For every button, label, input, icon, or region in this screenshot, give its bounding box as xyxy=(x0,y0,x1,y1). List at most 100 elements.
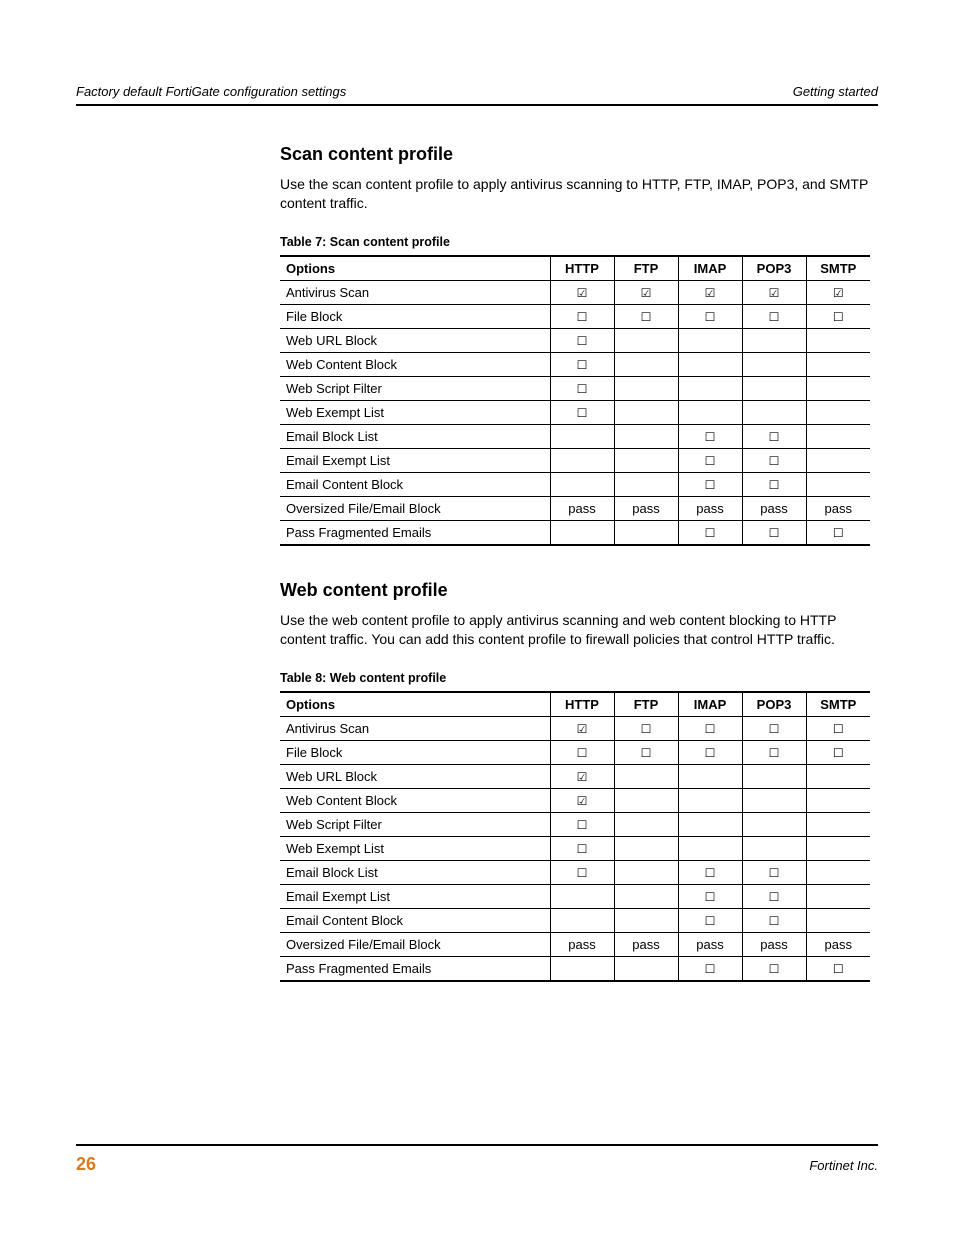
cell-value: ☐ xyxy=(806,716,870,740)
cell-value: ☐ xyxy=(742,472,806,496)
cell-value: ☐ xyxy=(550,860,614,884)
cell-option-label: Web Content Block xyxy=(280,788,550,812)
cell-value xyxy=(806,860,870,884)
cell-value xyxy=(550,956,614,981)
col-options: Options xyxy=(280,256,550,281)
section-title-web: Web content profile xyxy=(280,580,870,601)
cell-value xyxy=(742,788,806,812)
cell-value: ☐ xyxy=(678,956,742,981)
col-imap: IMAP xyxy=(678,692,742,717)
cell-option-label: Antivirus Scan xyxy=(280,280,550,304)
cell-value: pass xyxy=(678,932,742,956)
cell-option-label: Antivirus Scan xyxy=(280,716,550,740)
table-row: Oversized File/Email Blockpasspasspasspa… xyxy=(280,496,870,520)
cell-value xyxy=(614,520,678,545)
table-row: Web Content Block☑ xyxy=(280,788,870,812)
cell-option-label: Email Content Block xyxy=(280,908,550,932)
cell-value: ☐ xyxy=(806,520,870,545)
cell-value: ☐ xyxy=(742,520,806,545)
cell-value xyxy=(614,328,678,352)
cell-value xyxy=(742,812,806,836)
document-page: Factory default FortiGate configuration … xyxy=(0,0,954,1235)
cell-value: ☑ xyxy=(678,280,742,304)
cell-option-label: Pass Fragmented Emails xyxy=(280,956,550,981)
cell-option-label: Email Exempt List xyxy=(280,884,550,908)
cell-value xyxy=(678,764,742,788)
cell-value: ☐ xyxy=(678,472,742,496)
cell-value: ☐ xyxy=(550,304,614,328)
cell-value xyxy=(614,956,678,981)
section-body-web: Use the web content profile to apply ant… xyxy=(280,611,870,649)
cell-value xyxy=(678,400,742,424)
page-number: 26 xyxy=(76,1154,96,1175)
col-http: HTTP xyxy=(550,692,614,717)
cell-value: pass xyxy=(742,932,806,956)
table-row: Antivirus Scan☑☐☐☐☐ xyxy=(280,716,870,740)
table-header-row: Options HTTP FTP IMAP POP3 SMTP xyxy=(280,692,870,717)
cell-option-label: Email Content Block xyxy=(280,472,550,496)
cell-option-label: Web Exempt List xyxy=(280,400,550,424)
cell-value: pass xyxy=(678,496,742,520)
cell-value xyxy=(806,884,870,908)
cell-value xyxy=(806,448,870,472)
cell-option-label: Web Content Block xyxy=(280,352,550,376)
cell-value: ☐ xyxy=(614,304,678,328)
table-row: File Block☐☐☐☐☐ xyxy=(280,740,870,764)
cell-value: ☐ xyxy=(550,352,614,376)
section-body-scan: Use the scan content profile to apply an… xyxy=(280,175,870,213)
col-ftp: FTP xyxy=(614,692,678,717)
table-row: Email Exempt List☐☐ xyxy=(280,884,870,908)
cell-value xyxy=(614,812,678,836)
cell-value xyxy=(614,376,678,400)
cell-value xyxy=(550,472,614,496)
cell-value: ☐ xyxy=(742,304,806,328)
cell-option-label: Pass Fragmented Emails xyxy=(280,520,550,545)
col-ftp: FTP xyxy=(614,256,678,281)
table-web-profile: Options HTTP FTP IMAP POP3 SMTP Antiviru… xyxy=(280,691,870,982)
cell-value xyxy=(614,352,678,376)
cell-value xyxy=(806,812,870,836)
cell-value xyxy=(806,424,870,448)
cell-value xyxy=(806,908,870,932)
cell-value xyxy=(678,328,742,352)
cell-option-label: Web Script Filter xyxy=(280,812,550,836)
cell-value: ☑ xyxy=(550,764,614,788)
col-http: HTTP xyxy=(550,256,614,281)
cell-option-label: Oversized File/Email Block xyxy=(280,496,550,520)
cell-value: ☑ xyxy=(550,280,614,304)
cell-value xyxy=(678,836,742,860)
cell-value xyxy=(614,908,678,932)
cell-option-label: Email Block List xyxy=(280,860,550,884)
cell-value: ☐ xyxy=(742,424,806,448)
cell-value: ☐ xyxy=(550,812,614,836)
cell-value: ☐ xyxy=(742,740,806,764)
cell-value: ☐ xyxy=(742,884,806,908)
cell-value: ☐ xyxy=(742,860,806,884)
cell-value: ☑ xyxy=(806,280,870,304)
cell-value xyxy=(806,400,870,424)
col-pop3: POP3 xyxy=(742,692,806,717)
table-row: Email Content Block ☐☐ xyxy=(280,472,870,496)
cell-value xyxy=(550,908,614,932)
table-row: Web Exempt List☐ xyxy=(280,836,870,860)
cell-value: ☐ xyxy=(550,400,614,424)
cell-value xyxy=(614,836,678,860)
cell-value xyxy=(742,836,806,860)
cell-value: ☐ xyxy=(806,304,870,328)
cell-value: pass xyxy=(742,496,806,520)
page-header: Factory default FortiGate configuration … xyxy=(76,84,878,106)
table-row: Email Block List☐☐ xyxy=(280,424,870,448)
cell-value xyxy=(550,884,614,908)
cell-value: ☐ xyxy=(614,716,678,740)
table-caption-8: Table 8: Web content profile xyxy=(280,671,870,685)
table-row: Web Exempt List☐ xyxy=(280,400,870,424)
col-smtp: SMTP xyxy=(806,692,870,717)
table-row: Web Script Filter☐ xyxy=(280,812,870,836)
cell-value: ☑ xyxy=(550,716,614,740)
cell-option-label: Web Exempt List xyxy=(280,836,550,860)
table-row: Email Exempt List☐☐ xyxy=(280,448,870,472)
cell-value: ☐ xyxy=(678,448,742,472)
cell-value xyxy=(742,400,806,424)
cell-value xyxy=(678,352,742,376)
cell-value: ☑ xyxy=(550,788,614,812)
